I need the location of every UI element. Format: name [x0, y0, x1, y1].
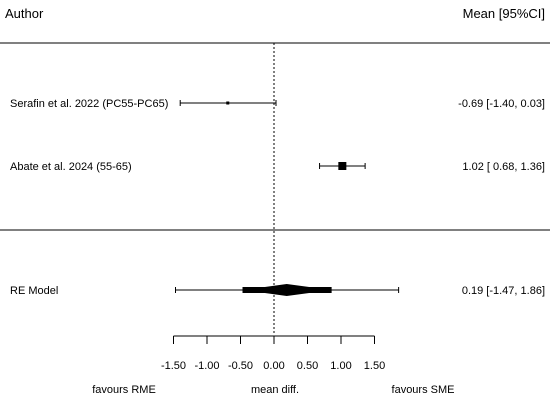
- x-axis: -1.50 -1.00 -0.50 0.00 0.50 1.00 1.50: [161, 335, 385, 372]
- studies-layer: Serafin et al. 2022 (PC55-PC65) -0.69 [-1…: [10, 98, 545, 173]
- x-tick-label: 1.00: [330, 360, 351, 372]
- study-point-estimate: [226, 101, 230, 105]
- x-tick-label: 0.00: [263, 360, 284, 372]
- x-tick-label: 0.50: [297, 360, 318, 372]
- study-estimate-text: -0.69 [-1.40, 0.03]: [458, 98, 545, 110]
- header-mean-ci: Mean [95%CI]: [463, 6, 545, 21]
- x-tick-label: -1.00: [194, 360, 219, 372]
- header-author: Author: [5, 6, 44, 21]
- x-tick-label: -1.50: [161, 360, 186, 372]
- x-tick-label: 1.50: [364, 360, 385, 372]
- study-point-estimate: [338, 162, 347, 170]
- study-label: Serafin et al. 2022 (PC55-PC65): [10, 98, 168, 110]
- favours-left-label: favours RME: [92, 384, 156, 396]
- summary-estimate-text: 0.19 [-1.47, 1.86]: [462, 285, 545, 297]
- summary-diamond: [242, 284, 332, 296]
- study-estimate-text: 1.02 [ 0.68, 1.36]: [462, 161, 545, 173]
- summary-layer: RE Model 0.19 [-1.47, 1.86]: [10, 284, 545, 297]
- x-tick-label: -0.50: [228, 360, 253, 372]
- summary-label: RE Model: [10, 285, 58, 297]
- favours-right-label: favours SME: [392, 384, 455, 396]
- x-axis-label: mean diff.: [251, 384, 299, 396]
- study-label: Abate et al. 2024 (55-65): [10, 161, 132, 173]
